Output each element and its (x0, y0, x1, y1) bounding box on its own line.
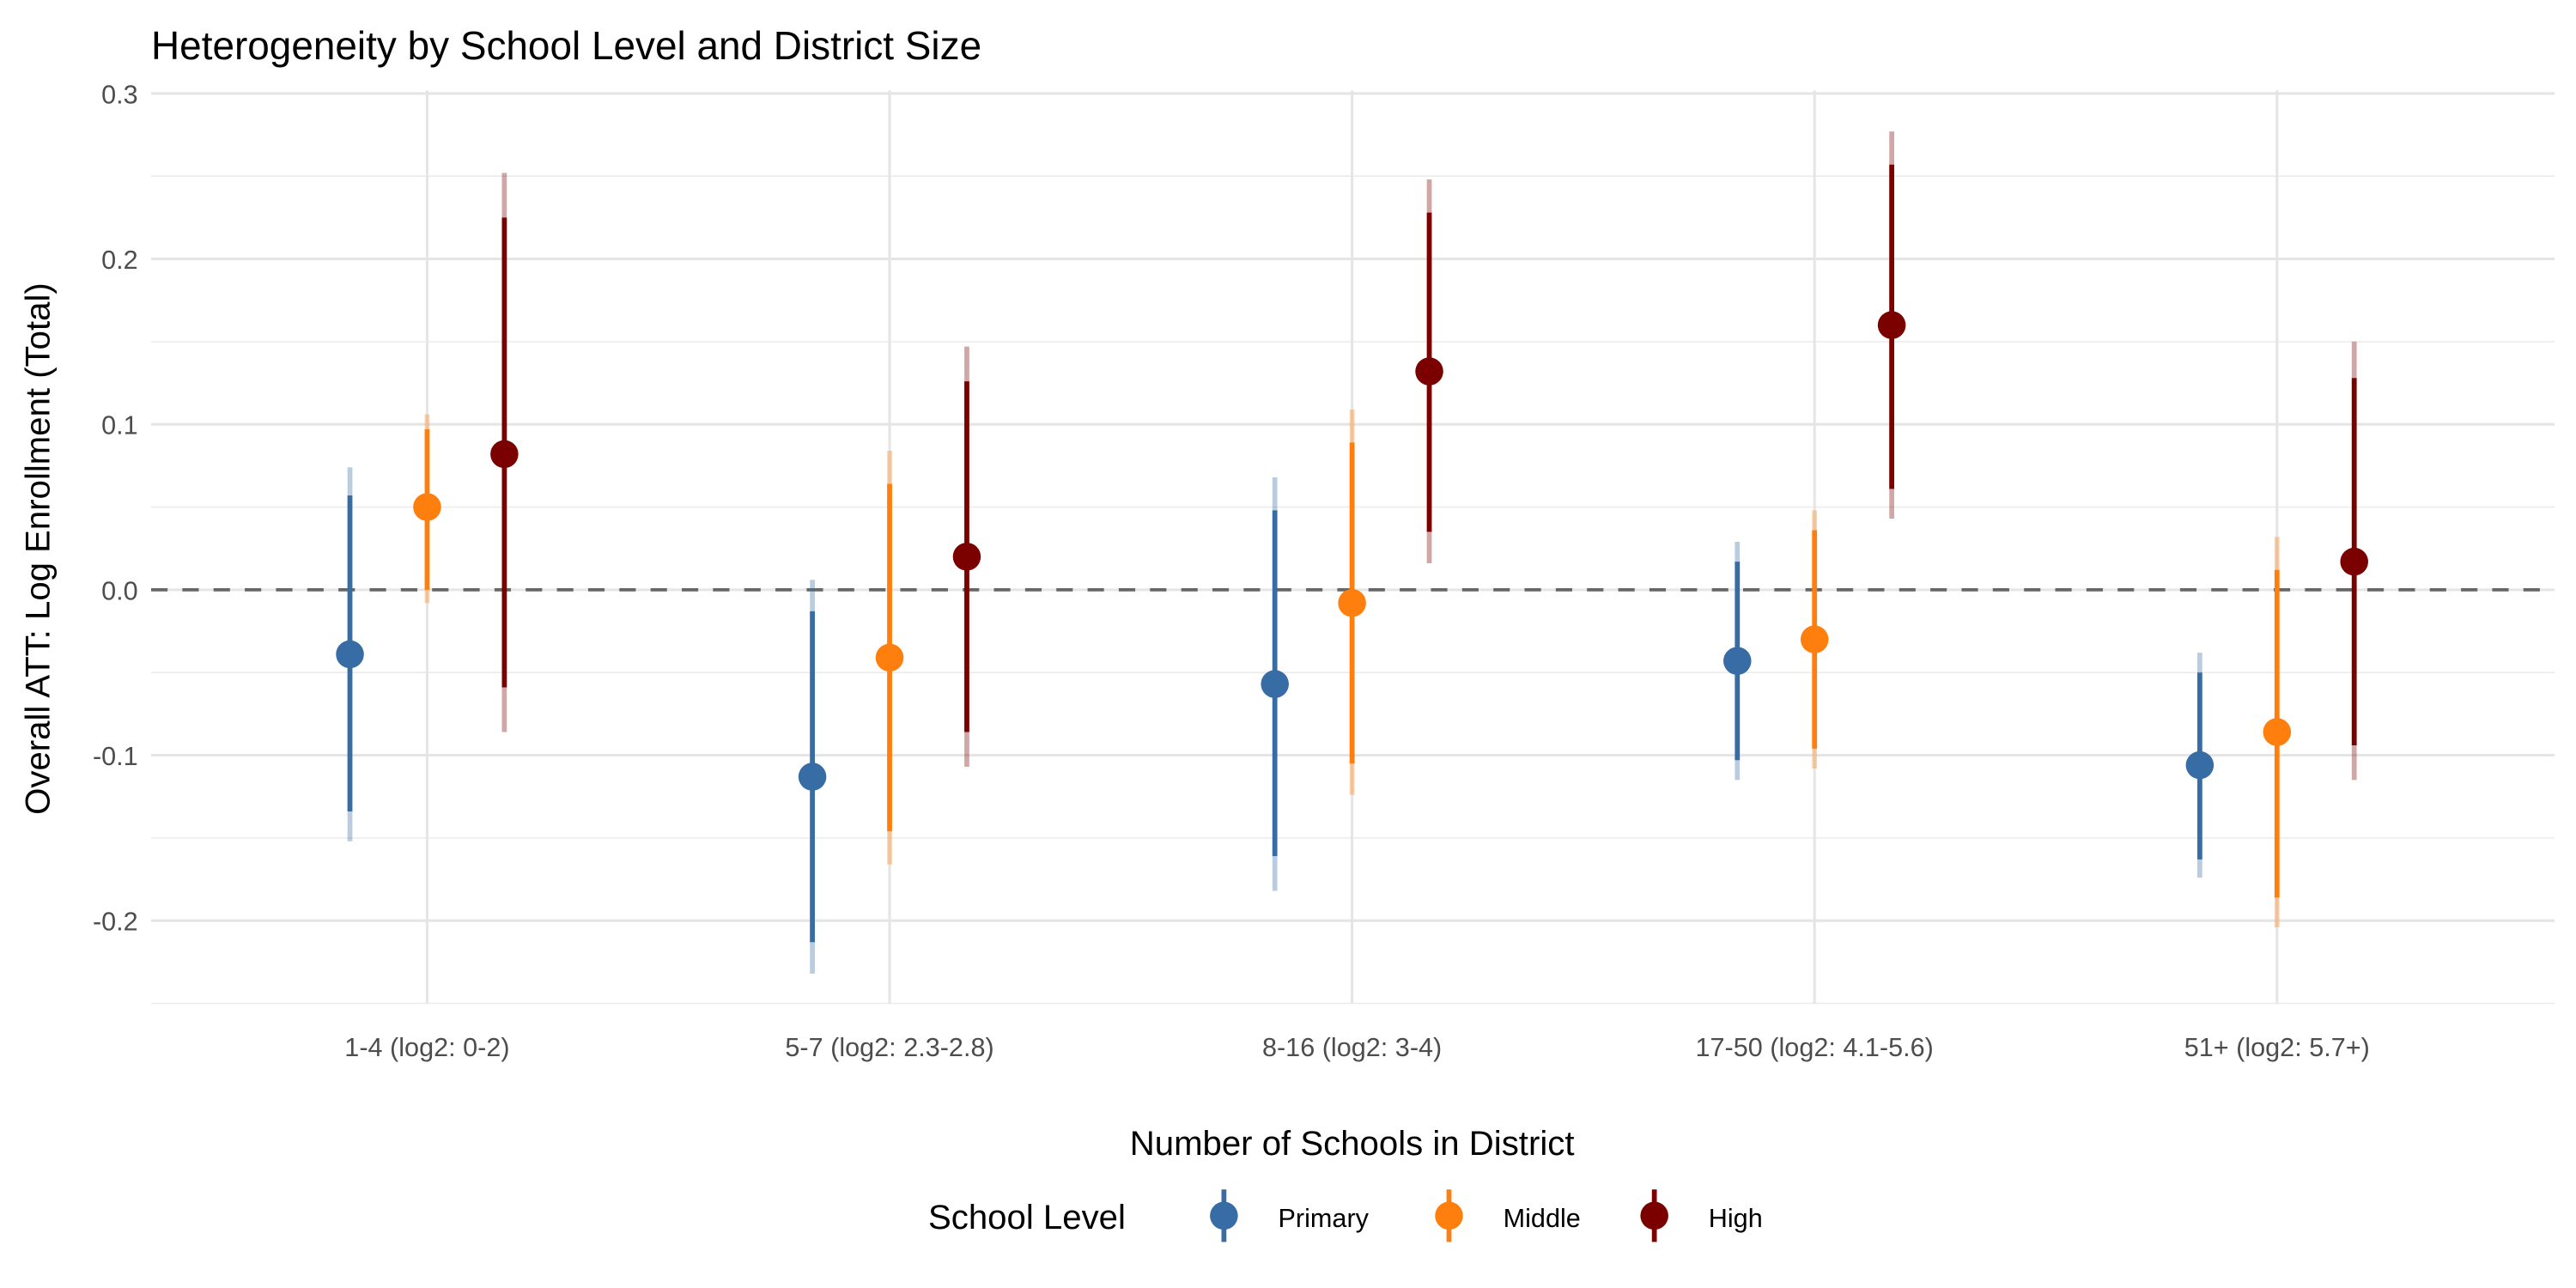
y-axis-ticks: -0.2 -0.1 0.0 0.1 0.2 0.3 (93, 80, 138, 936)
point-estimate (875, 643, 904, 672)
series-primary (336, 467, 2215, 974)
y-tick-label: -0.2 (93, 908, 138, 937)
point-estimate (2263, 718, 2292, 746)
y-tick-label: -0.1 (93, 742, 138, 771)
point-estimate (1338, 589, 1366, 617)
x-tick-label: 5-7 (log2: 2.3-2.8) (785, 1033, 993, 1062)
series-middle (413, 409, 2292, 927)
point-estimate (1877, 311, 1906, 339)
legend-key-point (1435, 1201, 1463, 1230)
data-marks (336, 131, 2368, 974)
legend-key-point (1210, 1201, 1238, 1230)
legend-label: Middle (1504, 1204, 1581, 1233)
point-estimate (1261, 670, 1289, 698)
point-estimate (1723, 647, 1752, 675)
point-estimate (336, 640, 364, 669)
series-high (490, 131, 2368, 781)
point-estimate (1415, 357, 1443, 386)
y-tick-label: 0.1 (101, 411, 138, 440)
x-tick-label: 51+ (log2: 5.7+) (2184, 1033, 2370, 1062)
point-estimate (2185, 750, 2215, 780)
chart-title: Heterogeneity by School Level and Distri… (151, 23, 981, 68)
point-estimate (413, 493, 441, 521)
legend-label: Primary (1279, 1204, 1370, 1233)
x-tick-label: 17-50 (log2: 4.1-5.6) (1696, 1033, 1934, 1062)
point-estimate (1800, 625, 1829, 653)
y-axis-label: Overall ATT: Log Enrollment (Total) (18, 283, 57, 815)
point-estimate (798, 762, 827, 791)
x-axis-label: Number of Schools in District (1130, 1124, 1575, 1163)
legend-key-point (1640, 1201, 1668, 1230)
y-tick-label: 0.2 (101, 246, 138, 275)
x-tick-label: 1-4 (log2: 0-2) (344, 1033, 509, 1062)
y-tick-label: 0.0 (101, 576, 138, 605)
x-axis-ticks: 1-4 (log2: 0-2) 5-7 (log2: 2.3-2.8) 8-16 (… (344, 1033, 2370, 1062)
point-estimate (490, 440, 519, 469)
point-estimate (952, 543, 981, 571)
y-tick-label: 0.3 (101, 80, 138, 109)
legend-label: High (1709, 1204, 1763, 1233)
x-tick-label: 8-16 (log2: 3-4) (1262, 1033, 1442, 1062)
legend-title: School Level (928, 1198, 1126, 1236)
point-estimate (2340, 547, 2368, 576)
legend: School Level Primary Middle High (928, 1189, 1763, 1242)
